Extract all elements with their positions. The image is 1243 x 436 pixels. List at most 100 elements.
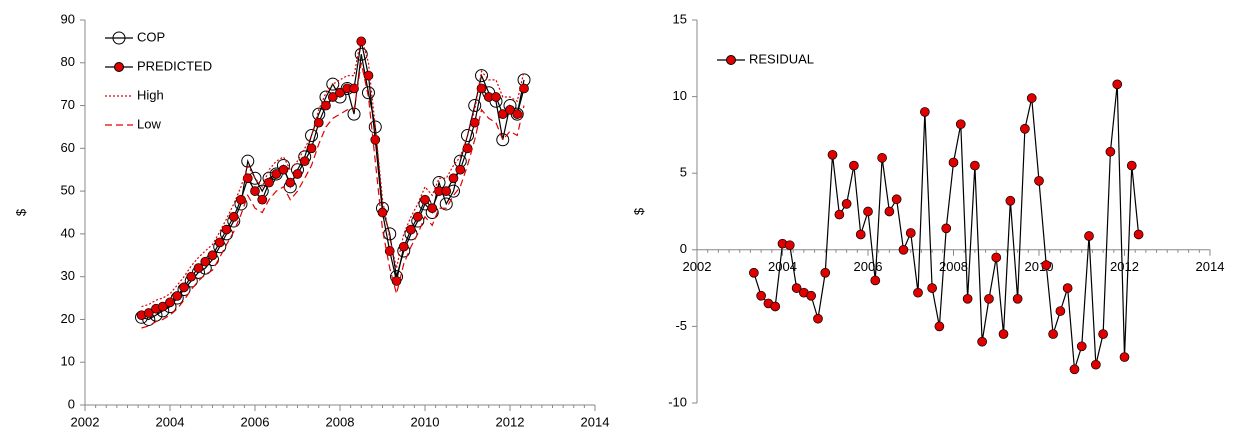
data-point [934,321,945,332]
y-tick-label: 40 [61,225,75,240]
y-tick-label: 70 [61,97,75,112]
data-point [913,287,923,298]
data-point [214,237,225,248]
legend-label: COP [137,29,165,44]
x-tick-label: 2008 [326,414,355,429]
data-point [172,291,183,301]
data-point [855,229,866,240]
data-point [820,267,831,278]
x-tick-label: 2010 [411,414,440,429]
x-tick-label: 2012 [496,414,525,429]
data-point [1062,283,1073,293]
series-line [141,54,525,321]
data-point [1098,329,1108,339]
data-point [1020,123,1030,134]
legend-marker [114,62,124,72]
x-tick-label: 2006 [854,259,883,274]
data-point [193,263,204,273]
data-point [1041,260,1052,270]
y-tick-label: 20 [61,311,75,326]
data-point [179,282,189,293]
data-point [962,293,973,304]
data-point [285,177,296,188]
data-point [292,169,303,179]
data-point [157,301,168,312]
data-point [349,83,359,94]
data-point [228,211,239,222]
data-point [870,275,881,286]
data-point [841,198,852,209]
y-tick-label: 10 [61,354,75,369]
data-point [813,313,823,324]
y-tick-label: 0 [68,396,75,411]
data-point [991,252,1002,263]
data-point [461,129,474,142]
data-point [998,329,1009,339]
data-point [361,86,375,100]
data-point [491,92,501,102]
data-point [257,194,268,205]
data-point [441,186,452,196]
data-point [806,290,816,301]
data-point [412,211,423,222]
data-point [827,149,838,160]
data-point [496,133,510,147]
data-point [519,83,529,94]
data-point [970,160,980,171]
series-line [141,36,525,308]
data-point [236,194,246,205]
legend-label: RESIDUAL [749,51,814,66]
data-point [391,276,402,286]
data-point [905,228,916,238]
legend-marker [112,31,126,45]
data-point [1112,79,1123,90]
data-point [1126,160,1137,171]
y-tick-label: -10 [668,394,687,409]
data-point [749,267,759,278]
x-tick-label: 2014 [581,414,610,429]
y-tick-label: 80 [61,54,75,69]
legend-label: Low [137,116,161,131]
data-point [1034,176,1044,186]
x-tick-label: 2014 [1196,259,1225,274]
data-point [306,143,317,154]
data-point [955,119,966,130]
data-point [1105,146,1116,157]
data-point [948,157,959,168]
y-axis-label: $ [631,207,646,215]
data-point [863,206,873,217]
data-point [406,224,416,235]
data-point [368,120,382,134]
x-tick-label: 2004 [768,259,797,274]
x-tick-label: 2002 [683,259,712,274]
data-point [1005,195,1016,206]
y-axis-label: $ [13,208,28,216]
data-point [920,107,930,117]
data-point [271,169,282,179]
data-point [505,104,515,115]
data-point [1026,93,1037,103]
data-point [221,224,232,235]
data-point [849,160,859,171]
y-tick-label: 50 [61,183,75,198]
data-point [475,69,489,83]
data-point [398,241,409,252]
data-point [363,70,374,81]
data-point [143,308,154,318]
legend-label: High [137,87,164,102]
data-point [1084,231,1094,241]
data-point [384,246,395,256]
x-tick-label: 2006 [241,414,270,429]
data-point [165,297,175,308]
data-point [791,283,802,293]
data-point [278,164,289,175]
data-point [977,336,987,347]
legend-label: PREDICTED [137,58,212,73]
y-tick-label: 0 [680,241,687,256]
data-point [439,197,453,211]
data-point [207,250,218,261]
y-tick-label: -5 [675,318,687,333]
x-tick-label: 2008 [939,259,968,274]
data-point [448,173,459,184]
data-point [264,177,274,188]
